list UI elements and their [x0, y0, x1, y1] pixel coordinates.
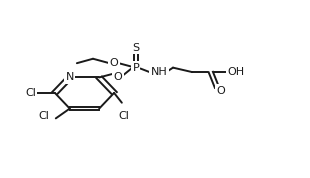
- Text: P: P: [132, 63, 139, 73]
- Text: N: N: [65, 72, 74, 82]
- Text: S: S: [132, 43, 139, 53]
- Text: Cl: Cl: [118, 111, 130, 121]
- Text: O: O: [216, 86, 225, 96]
- Text: O: O: [110, 58, 118, 68]
- Text: OH: OH: [227, 67, 244, 77]
- Text: NH: NH: [151, 67, 167, 77]
- Text: O: O: [113, 72, 122, 82]
- Text: Cl: Cl: [25, 88, 36, 98]
- Text: Cl: Cl: [38, 111, 49, 121]
